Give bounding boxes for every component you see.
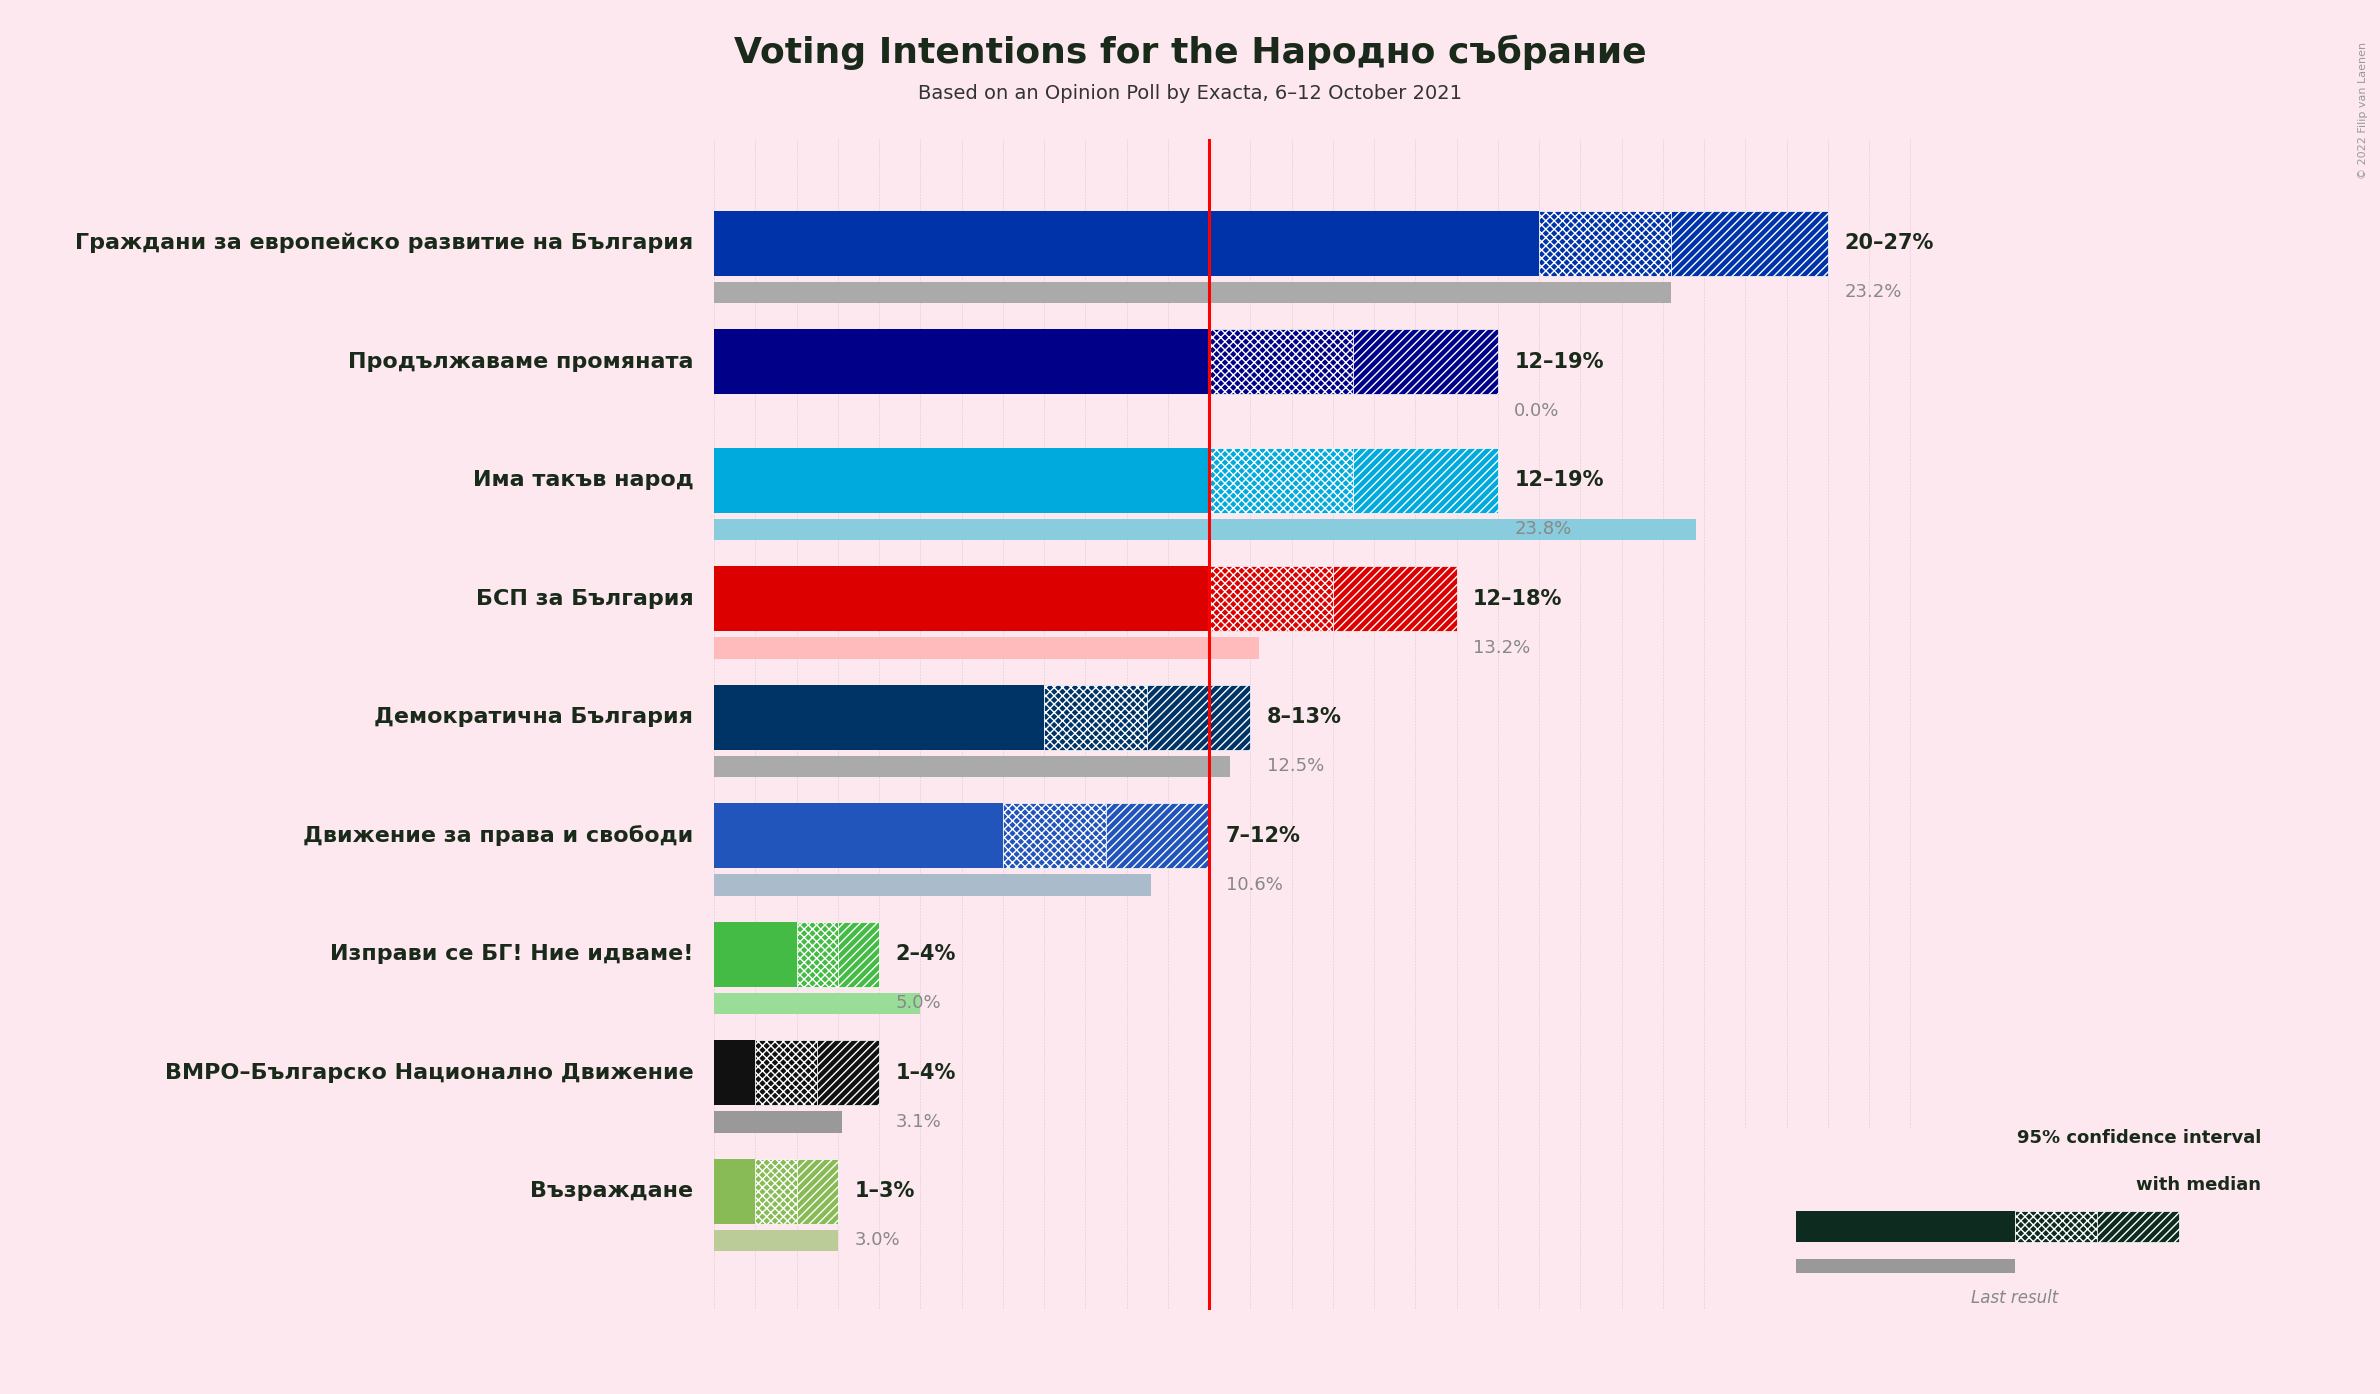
Text: 0.0%: 0.0% xyxy=(1514,401,1559,420)
Bar xyxy=(1333,566,1457,631)
Bar xyxy=(1209,566,1333,631)
Bar xyxy=(797,921,838,987)
Text: 1–4%: 1–4% xyxy=(895,1062,957,1083)
Bar xyxy=(1002,803,1107,868)
Bar xyxy=(714,993,921,1013)
Bar xyxy=(1209,447,1354,513)
Bar xyxy=(754,1040,816,1105)
Text: Има такъв народ: Има такъв народ xyxy=(474,470,693,491)
Text: 12.5%: 12.5% xyxy=(1266,757,1323,775)
Bar xyxy=(2013,1211,2097,1242)
Bar xyxy=(2097,1211,2180,1242)
Text: 3.1%: 3.1% xyxy=(895,1112,940,1131)
Text: 7–12%: 7–12% xyxy=(1226,825,1299,846)
Bar xyxy=(714,282,1671,302)
Bar xyxy=(1354,329,1497,395)
Bar xyxy=(754,1158,797,1224)
Text: Движение за права и свободи: Движение за права и свободи xyxy=(302,825,693,846)
Bar xyxy=(714,1040,754,1105)
Bar xyxy=(1671,210,1828,276)
Text: 12–18%: 12–18% xyxy=(1473,588,1561,609)
Bar xyxy=(714,329,1209,395)
Text: БСП за България: БСП за България xyxy=(476,588,693,609)
Bar xyxy=(797,1158,838,1224)
Text: Изправи се БГ! Ние идваме!: Изправи се БГ! Ние идваме! xyxy=(331,944,693,965)
Text: 10.6%: 10.6% xyxy=(1226,875,1283,894)
Bar xyxy=(714,519,1697,539)
Bar xyxy=(714,566,1209,631)
Text: 13.2%: 13.2% xyxy=(1473,638,1530,657)
Bar xyxy=(714,803,1002,868)
Text: Демократична България: Демократична България xyxy=(374,707,693,728)
Bar xyxy=(838,921,878,987)
Text: 23.2%: 23.2% xyxy=(1844,283,1902,301)
Bar xyxy=(714,210,1540,276)
Text: 12–19%: 12–19% xyxy=(1514,470,1604,491)
Bar xyxy=(714,637,1259,658)
Text: Voting Intentions for the Народно събрание: Voting Intentions for the Народно събран… xyxy=(733,35,1647,70)
Bar xyxy=(714,684,1045,750)
Text: © 2022 Filip van Laenen: © 2022 Filip van Laenen xyxy=(2359,42,2368,178)
Bar xyxy=(714,921,797,987)
Bar xyxy=(714,1158,754,1224)
Bar xyxy=(714,1230,838,1250)
Bar xyxy=(1354,447,1497,513)
Text: 12–19%: 12–19% xyxy=(1514,351,1604,372)
Bar xyxy=(1797,1259,2013,1273)
Text: 1–3%: 1–3% xyxy=(854,1181,914,1202)
Bar xyxy=(1797,1211,2013,1242)
Bar xyxy=(1045,684,1147,750)
Text: Last result: Last result xyxy=(1971,1289,2059,1308)
Bar xyxy=(1540,210,1671,276)
Text: with median: with median xyxy=(2135,1177,2261,1195)
Text: 23.8%: 23.8% xyxy=(1514,520,1571,538)
Bar xyxy=(714,1111,843,1132)
Bar xyxy=(1209,329,1354,395)
Text: Граждани за европейско развитие на България: Граждани за европейско развитие на Бълга… xyxy=(76,233,693,254)
Text: Възраждане: Възраждане xyxy=(531,1181,693,1202)
Text: 95% confidence interval: 95% confidence interval xyxy=(2016,1129,2261,1147)
Bar xyxy=(816,1040,878,1105)
Text: 8–13%: 8–13% xyxy=(1266,707,1342,728)
Bar xyxy=(714,874,1152,895)
Bar xyxy=(1107,803,1209,868)
Text: 3.0%: 3.0% xyxy=(854,1231,900,1249)
Text: 2–4%: 2–4% xyxy=(895,944,957,965)
Text: Based on an Opinion Poll by Exacta, 6–12 October 2021: Based on an Opinion Poll by Exacta, 6–12… xyxy=(919,84,1461,103)
Text: 20–27%: 20–27% xyxy=(1844,233,1933,254)
Text: Продължаваме промяната: Продължаваме промяната xyxy=(347,351,693,372)
Text: ВМРО–Българско Национално Движение: ВМРО–Българско Национално Движение xyxy=(164,1062,693,1083)
Bar xyxy=(714,447,1209,513)
Text: 5.0%: 5.0% xyxy=(895,994,940,1012)
Bar xyxy=(714,756,1230,776)
Bar xyxy=(1147,684,1250,750)
